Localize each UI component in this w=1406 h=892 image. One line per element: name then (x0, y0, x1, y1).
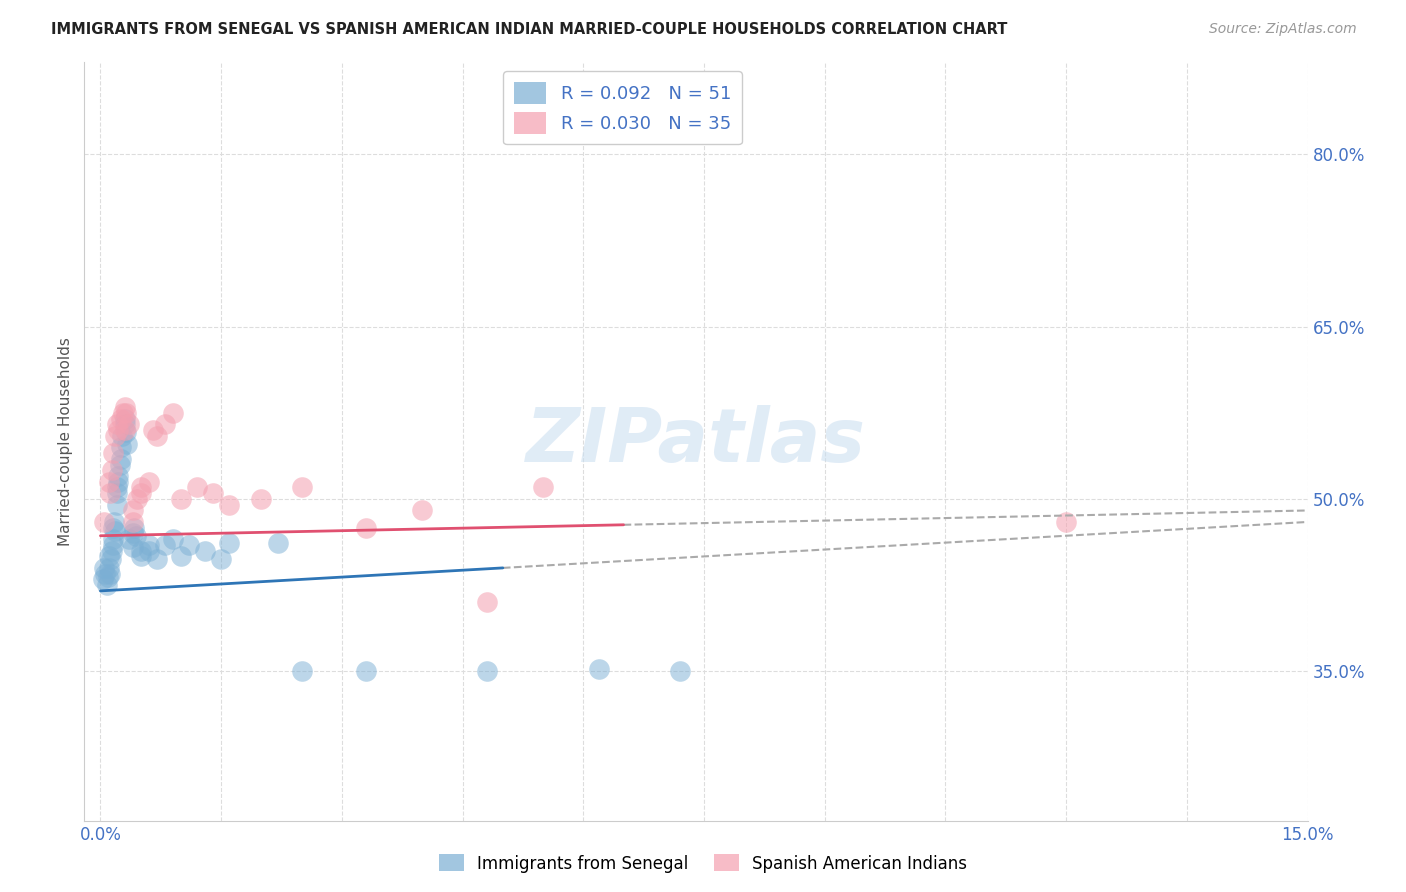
Point (122, 521, 145, 535)
Point (669, 665, 692, 679)
Point (129, 486, 152, 500)
Point (107, 423, 129, 437)
Point (97, 561, 120, 575)
Point (114, 400, 136, 414)
Point (110, 411, 132, 425)
Point (146, 429, 169, 443)
Point (186, 481, 208, 495)
Text: IMMIGRANTS FROM SENEGAL VS SPANISH AMERICAN INDIAN MARRIED-COUPLE HOUSEHOLDS COR: IMMIGRANTS FROM SENEGAL VS SPANISH AMERI… (51, 22, 1007, 37)
Point (170, 549, 193, 564)
Point (97, 475, 120, 489)
Point (291, 665, 314, 679)
Point (129, 543, 152, 558)
Point (117, 417, 139, 432)
Point (117, 532, 139, 546)
Point (91, 573, 114, 587)
Point (96, 578, 118, 592)
Y-axis label: Married-couple Households: Married-couple Households (58, 337, 73, 546)
Point (129, 549, 152, 564)
Point (114, 417, 136, 432)
Point (121, 503, 143, 517)
Point (93, 561, 115, 575)
Point (162, 532, 184, 546)
Point (194, 543, 217, 558)
Point (475, 595, 498, 609)
Point (98, 566, 121, 581)
Point (202, 486, 225, 500)
Point (125, 529, 148, 543)
Point (209, 551, 232, 566)
Text: ZIPatlas: ZIPatlas (526, 405, 866, 478)
Point (354, 665, 377, 679)
Point (531, 481, 554, 495)
Point (588, 662, 610, 676)
Point (98, 486, 121, 500)
Point (111, 429, 134, 443)
Text: Source: ZipAtlas.com: Source: ZipAtlas.com (1209, 22, 1357, 37)
Point (103, 515, 125, 529)
Point (101, 538, 124, 552)
Point (105, 486, 128, 500)
Legend: Immigrants from Senegal, Spanish American Indians: Immigrants from Senegal, Spanish America… (433, 847, 973, 880)
Point (146, 551, 169, 566)
Point (100, 463, 122, 477)
Point (1054, 515, 1077, 529)
Point (111, 406, 134, 420)
Point (411, 503, 433, 517)
Point (153, 538, 176, 552)
Point (94, 566, 117, 581)
Point (121, 515, 143, 529)
Point (105, 498, 128, 512)
Point (291, 481, 314, 495)
Point (170, 491, 193, 506)
Point (142, 423, 165, 437)
Point (125, 491, 148, 506)
Point (138, 475, 160, 489)
Point (93, 515, 115, 529)
Point (115, 437, 138, 451)
Point (97, 549, 120, 564)
Point (218, 498, 240, 512)
Point (114, 411, 136, 425)
Point (103, 521, 125, 535)
Point (101, 532, 124, 546)
Point (218, 535, 240, 549)
Point (475, 665, 498, 679)
Point (250, 491, 273, 506)
Legend: R = 0.092   N = 51, R = 0.030   N = 35: R = 0.092 N = 51, R = 0.030 N = 35 (503, 71, 742, 145)
Point (110, 451, 132, 466)
Point (100, 551, 122, 566)
Point (103, 446, 125, 460)
Point (107, 475, 129, 489)
Point (115, 406, 138, 420)
Point (153, 417, 176, 432)
Point (121, 540, 143, 554)
Point (107, 469, 129, 483)
Point (115, 425, 138, 440)
Point (100, 543, 122, 558)
Point (162, 406, 184, 420)
Point (129, 481, 152, 495)
Point (104, 429, 127, 443)
Point (114, 423, 136, 437)
Point (97, 570, 120, 584)
Point (177, 538, 200, 552)
Point (104, 524, 127, 538)
Point (138, 543, 160, 558)
Point (266, 535, 288, 549)
Point (108, 458, 131, 472)
Point (121, 526, 143, 541)
Point (105, 417, 128, 432)
Point (110, 440, 132, 454)
Point (138, 538, 160, 552)
Point (105, 481, 128, 495)
Point (354, 521, 377, 535)
